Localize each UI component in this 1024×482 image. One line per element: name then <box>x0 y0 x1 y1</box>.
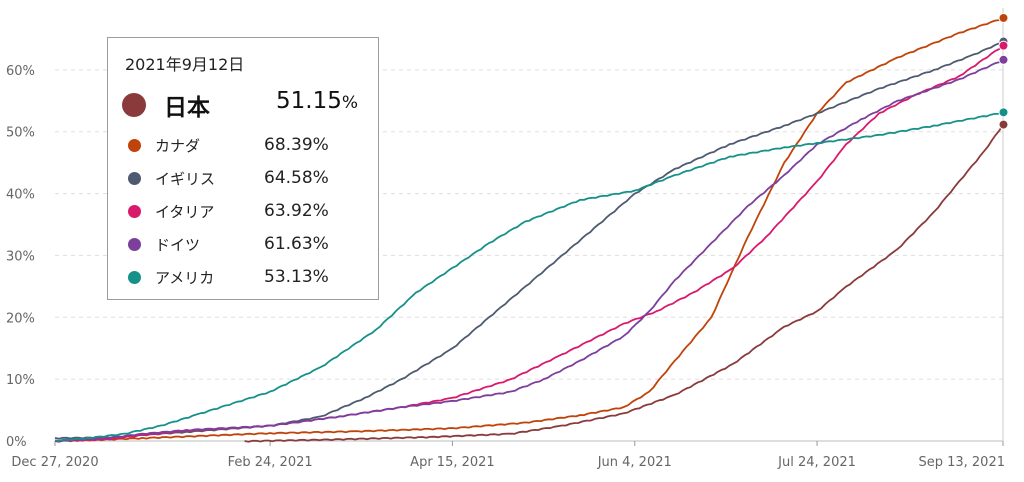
legend-country-value: 63.92% <box>264 201 329 221</box>
legend-row: カナダ 68.39% <box>128 135 368 157</box>
legend-dot <box>128 271 141 284</box>
legend-highlight-value: 51.15% <box>276 88 358 114</box>
legend-dot <box>128 172 141 185</box>
y-tick-label: 20% <box>6 311 35 326</box>
y-tick-label: 30% <box>6 249 35 264</box>
series-line <box>73 17 1004 442</box>
series-end-markers <box>998 12 1009 130</box>
x-tick-labels: Dec 27, 2020 Feb 24, 2021 Apr 15, 2021 Jun … <box>11 441 1005 470</box>
legend-row: イタリア 63.92% <box>128 201 368 223</box>
legend-highlight-row: 日本 51.15% <box>122 88 372 121</box>
legend-highlight-dot <box>122 93 146 117</box>
legend-country-value: 61.63% <box>264 234 329 254</box>
y-tick-label: 60% <box>6 64 35 79</box>
legend-dot <box>128 238 141 251</box>
legend-country-name: ドイツ <box>155 236 201 254</box>
series-end-dot <box>998 40 1009 51</box>
series-lines <box>54 17 1004 443</box>
legend-country-name: アメリカ <box>155 269 215 287</box>
legend-country-name: イタリア <box>155 203 215 221</box>
legend-dot <box>128 139 141 152</box>
x-tick-label: Dec 27, 2020 <box>11 455 98 470</box>
series-end-dot <box>998 54 1009 65</box>
x-tick-label: Jul 24, 2021 <box>777 455 856 470</box>
x-tick-label: Sep 13, 2021 <box>918 455 1005 470</box>
legend-country-name: イギリス <box>155 170 216 188</box>
series-end-dot <box>998 107 1009 118</box>
series-line <box>54 59 1004 443</box>
y-tick-label: 40% <box>6 188 35 203</box>
legend-row: アメリカ 53.13% <box>128 267 368 289</box>
series-end-dot <box>998 12 1009 23</box>
y-tick-label: 0% <box>6 435 27 450</box>
legend-highlight-unit: % <box>341 93 359 113</box>
legend-dot <box>128 205 141 218</box>
y-gridlines <box>55 8 1004 442</box>
y-tick-label: 50% <box>6 126 35 141</box>
legend-highlight-number: 51.15 <box>276 88 342 114</box>
legend-date: 2021年9月12日 <box>125 55 245 74</box>
legend-country-value: 53.13% <box>264 267 329 287</box>
x-tick-label: Feb 24, 2021 <box>228 455 313 470</box>
series-end-dot <box>998 119 1009 130</box>
legend-row: ドイツ 61.63% <box>128 234 368 256</box>
legend-country-value: 68.39% <box>264 135 329 155</box>
x-tick-label: Jun 4, 2021 <box>597 455 672 470</box>
legend-country-name: カナダ <box>155 137 201 155</box>
legend-row: イギリス 64.58% <box>128 168 368 190</box>
series-line <box>54 111 1004 442</box>
legend-country-value: 64.58% <box>264 168 329 188</box>
y-tick-label: 10% <box>6 373 35 388</box>
legend-highlight-name: 日本 <box>164 95 210 121</box>
x-tick-label: Apr 15, 2021 <box>410 455 495 470</box>
y-tick-labels: 0% 10% 20% 30% 40% 50% 60% <box>6 64 35 450</box>
legend-tooltip: 2021年9月12日 日本 51.15% カナダ 68.39% イギリス 64.… <box>107 37 379 300</box>
series-line <box>244 124 1004 443</box>
